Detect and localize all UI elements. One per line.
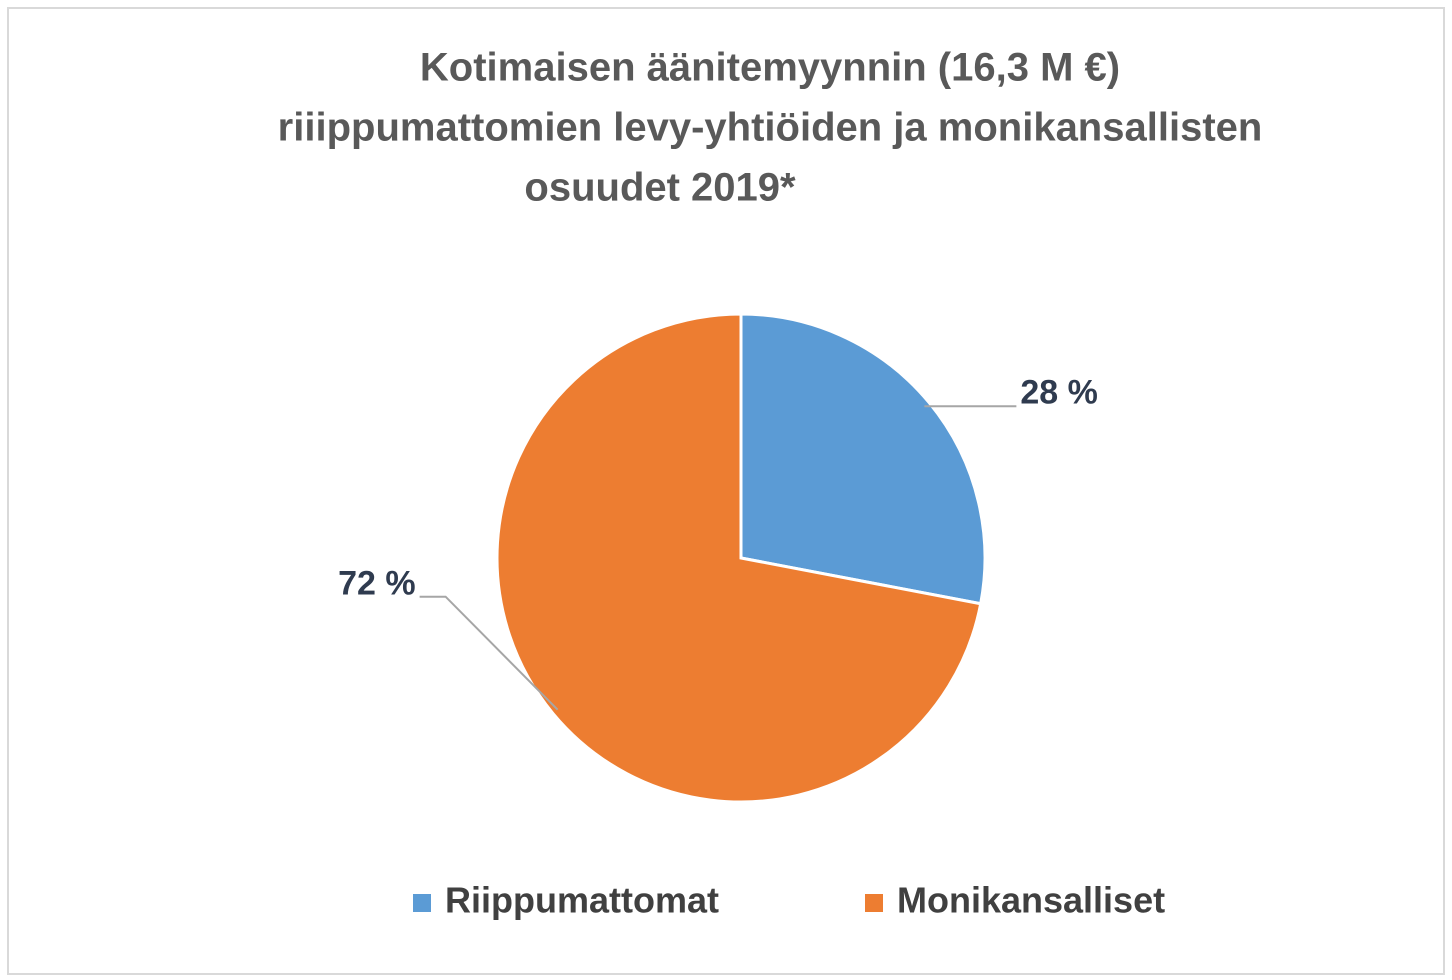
- legend-label: Monikansalliset: [897, 880, 1165, 921]
- legend-swatch: [865, 894, 883, 912]
- chart-title: riiippumattomien levy-yhtiöiden ja monik…: [278, 106, 1263, 150]
- legend-label: Riippumattomat: [445, 880, 719, 921]
- chart-title: Kotimaisen äänitemyynnin (16,3 M €): [420, 46, 1120, 90]
- pie-slice: [495, 312, 983, 804]
- data-label: 28 %: [1020, 373, 1097, 411]
- data-label: 72 %: [338, 565, 416, 603]
- pie-slice: [739, 312, 987, 606]
- legend-swatch: [413, 894, 431, 912]
- chart-title: osuudet 2019*: [524, 166, 796, 210]
- leader-line: [419, 595, 559, 711]
